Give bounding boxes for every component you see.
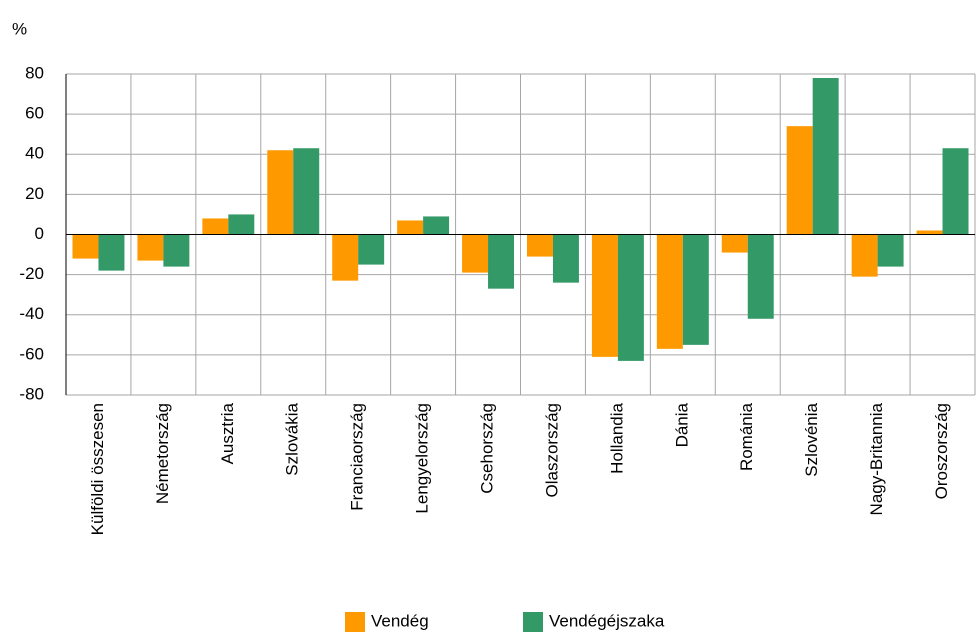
y-tick-label: 80 — [25, 63, 44, 82]
x-tick-label: Németország — [153, 403, 172, 504]
y-tick-label: -40 — [19, 304, 44, 323]
y-tick-label: -80 — [19, 384, 44, 403]
bar — [851, 234, 878, 277]
y-tick-label: -20 — [19, 264, 44, 283]
x-tick-label: Külföldi összesen — [88, 403, 107, 535]
bar — [423, 216, 450, 235]
bar — [942, 148, 969, 235]
y-tick-label: 60 — [25, 104, 44, 123]
x-tick-label: Dánia — [672, 402, 691, 447]
bar — [786, 126, 813, 235]
x-tick-label: Franciaország — [348, 403, 367, 511]
y-tick-label: 40 — [25, 144, 44, 163]
bar — [552, 234, 579, 283]
bar — [163, 234, 190, 267]
bar — [591, 234, 618, 357]
bar — [721, 234, 748, 253]
bar — [202, 218, 229, 235]
bar — [332, 234, 359, 281]
bar — [397, 220, 424, 235]
bar — [72, 234, 99, 259]
y-tick-label: 20 — [25, 184, 44, 203]
bar — [526, 234, 553, 257]
x-tick-label: Lengyelország — [413, 403, 432, 514]
bar — [462, 234, 489, 273]
x-tick-label: Szlovákia — [283, 402, 302, 475]
y-tick-label: -60 — [19, 344, 44, 363]
y-tick-label: 0 — [35, 224, 44, 243]
legend-swatch — [523, 612, 543, 632]
bar — [682, 234, 709, 345]
x-tick-label: Hollandia — [607, 402, 626, 473]
bar — [228, 214, 255, 235]
x-tick-label: Olaszország — [542, 403, 561, 497]
bar — [617, 234, 644, 361]
legend-swatch — [345, 612, 365, 632]
x-tick-label: Ausztria — [218, 402, 237, 464]
bar — [812, 78, 839, 235]
bar — [916, 230, 943, 235]
x-tick-label: Oroszország — [932, 403, 951, 499]
bar — [877, 234, 904, 267]
legend-label: Vendégéjszaka — [549, 611, 665, 630]
bar — [98, 234, 125, 271]
bar — [137, 234, 164, 261]
bar — [358, 234, 385, 265]
bar — [293, 148, 320, 235]
y-axis-label: % — [12, 19, 27, 38]
x-tick-label: Szlovénia — [802, 402, 821, 476]
bar — [488, 234, 515, 289]
x-tick-label: Románia — [737, 402, 756, 471]
bar — [656, 234, 683, 349]
x-tick-label: Nagy-Britannia — [867, 402, 886, 515]
bar — [747, 234, 774, 319]
x-tick-label: Csehország — [478, 403, 497, 494]
bar — [267, 150, 294, 235]
legend-label: Vendég — [371, 611, 429, 630]
